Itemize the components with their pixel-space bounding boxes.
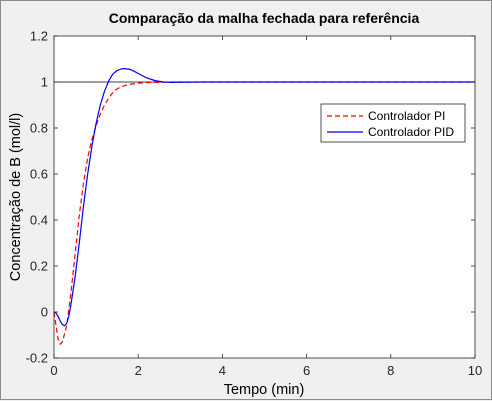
legend-box <box>320 103 466 143</box>
y-tick-label: 0.6 <box>30 167 48 182</box>
legend-label-pi: Controlador PI <box>368 109 445 123</box>
x-tick-label: 4 <box>219 363 226 378</box>
x-tick-label: 6 <box>303 363 310 378</box>
x-axis-label: Tempo (min) <box>224 382 305 398</box>
y-tick-label: 0.4 <box>30 213 48 228</box>
plot-area <box>54 36 475 358</box>
x-tick-label: 10 <box>468 363 482 378</box>
y-tick-label: -0.2 <box>26 351 48 366</box>
x-tick-label: 8 <box>387 363 394 378</box>
x-tick-label: 2 <box>135 363 142 378</box>
legend-label-pid: Controlador PID <box>368 125 454 139</box>
y-tick-label: 0.2 <box>30 259 48 274</box>
y-axis-label: Concentração de B (mol/l) <box>8 113 24 281</box>
ticks-group: 0 2 4 6 8 10-0.200.20.40.60.811.2 <box>26 29 483 379</box>
x-tick-label: 0 <box>50 363 57 378</box>
legend: Controlador PI Controlador PID <box>320 103 466 143</box>
y-tick-label: 1.2 <box>30 29 48 44</box>
y-tick-label: 0.8 <box>30 121 48 136</box>
y-tick-label: 0 <box>41 305 48 320</box>
series-line-pid <box>53 68 475 327</box>
axes-box <box>53 35 476 359</box>
chart-title: Comparação da malha fechada para referên… <box>109 10 420 26</box>
series-group <box>53 68 475 345</box>
y-tick-label: 1 <box>41 75 48 90</box>
